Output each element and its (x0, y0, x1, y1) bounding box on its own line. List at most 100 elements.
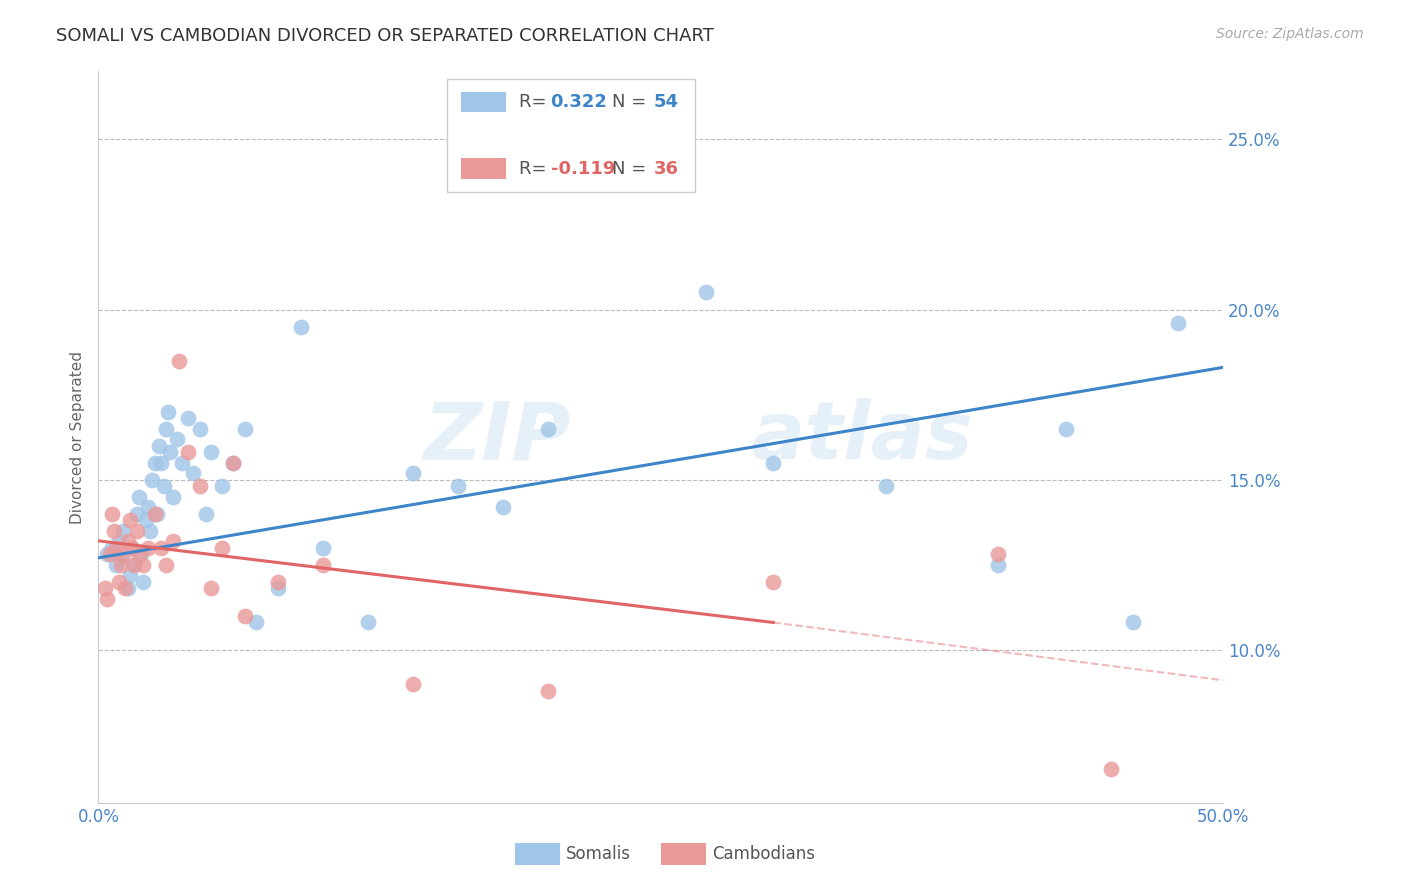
Point (94, 582, 117, 596)
Point (195, 507, 218, 521)
Point (132, 574, 155, 589)
Point (118, 567, 141, 582)
Point (177, 411, 200, 425)
Point (155, 558, 177, 572)
Point (118, 513, 141, 527)
Point (146, 507, 169, 521)
Point (124, 558, 146, 572)
Point (1122, 615, 1144, 630)
Point (312, 541, 335, 555)
Point (245, 615, 267, 630)
Text: N =: N = (613, 93, 652, 112)
Point (103, 524, 125, 538)
Point (121, 541, 143, 555)
Point (267, 574, 290, 589)
Point (110, 558, 132, 572)
Point (170, 456, 193, 470)
Point (357, 615, 380, 630)
Text: 54: 54 (654, 93, 679, 112)
Point (695, 285, 717, 300)
Point (107, 533, 129, 548)
FancyBboxPatch shape (515, 843, 560, 865)
Point (211, 479, 233, 493)
Point (200, 445, 222, 459)
Point (136, 500, 159, 514)
Point (112, 548, 135, 562)
Text: Somalis: Somalis (567, 845, 631, 863)
Y-axis label: Divorced or Separated: Divorced or Separated (69, 351, 84, 524)
Point (762, 574, 785, 589)
Point (159, 445, 181, 459)
Point (188, 479, 211, 493)
Point (124, 558, 146, 572)
Point (166, 432, 188, 446)
Text: SOMALI VS CAMBODIAN DIVORCED OR SEPARATED CORRELATION CHART: SOMALI VS CAMBODIAN DIVORCED OR SEPARATE… (56, 27, 714, 45)
Point (96, 591, 118, 606)
Point (129, 548, 152, 562)
Point (141, 473, 163, 487)
Point (155, 421, 177, 435)
Point (139, 524, 162, 538)
Text: N =: N = (613, 160, 652, 178)
Point (312, 558, 335, 572)
Point (150, 541, 173, 555)
Point (290, 319, 312, 334)
Point (402, 677, 425, 691)
Text: 0.322: 0.322 (551, 93, 607, 112)
Text: Source: ZipAtlas.com: Source: ZipAtlas.com (1216, 27, 1364, 41)
Point (200, 582, 222, 596)
Point (233, 421, 256, 435)
FancyBboxPatch shape (661, 843, 706, 865)
Point (169, 353, 191, 368)
Point (1167, 316, 1189, 330)
Point (537, 683, 560, 698)
Point (96, 548, 118, 562)
Point (121, 541, 143, 555)
Point (181, 466, 204, 480)
Point (233, 608, 256, 623)
Point (605, 149, 627, 163)
Point (222, 456, 245, 470)
Point (143, 456, 166, 470)
Point (117, 582, 139, 596)
FancyBboxPatch shape (461, 159, 506, 179)
Point (177, 445, 200, 459)
Point (132, 558, 155, 572)
Point (875, 479, 897, 493)
Point (1099, 762, 1122, 776)
Text: 36: 36 (654, 160, 679, 178)
Text: -0.119: -0.119 (551, 160, 614, 178)
Point (492, 500, 515, 514)
Point (402, 466, 425, 480)
Point (125, 507, 148, 521)
Point (762, 456, 785, 470)
Point (105, 541, 128, 555)
Text: R=: R= (519, 160, 553, 178)
Point (987, 548, 1010, 562)
Text: Cambodians: Cambodians (713, 845, 815, 863)
Point (135, 513, 157, 527)
Point (105, 558, 128, 572)
FancyBboxPatch shape (461, 92, 506, 112)
Point (267, 582, 290, 596)
Point (107, 574, 129, 589)
Point (162, 490, 184, 504)
Point (150, 456, 173, 470)
Text: ZIP: ZIP (423, 398, 571, 476)
Point (447, 479, 470, 493)
Text: R=: R= (519, 93, 553, 112)
Point (128, 490, 150, 504)
Point (152, 479, 174, 493)
Point (211, 541, 233, 555)
Point (112, 524, 135, 538)
Point (222, 456, 245, 470)
Point (128, 548, 150, 562)
Point (114, 582, 136, 596)
Point (157, 404, 180, 418)
Point (537, 421, 560, 435)
Point (117, 533, 139, 548)
Point (148, 439, 170, 453)
Point (110, 550, 132, 565)
Point (125, 524, 148, 538)
Point (143, 507, 166, 521)
